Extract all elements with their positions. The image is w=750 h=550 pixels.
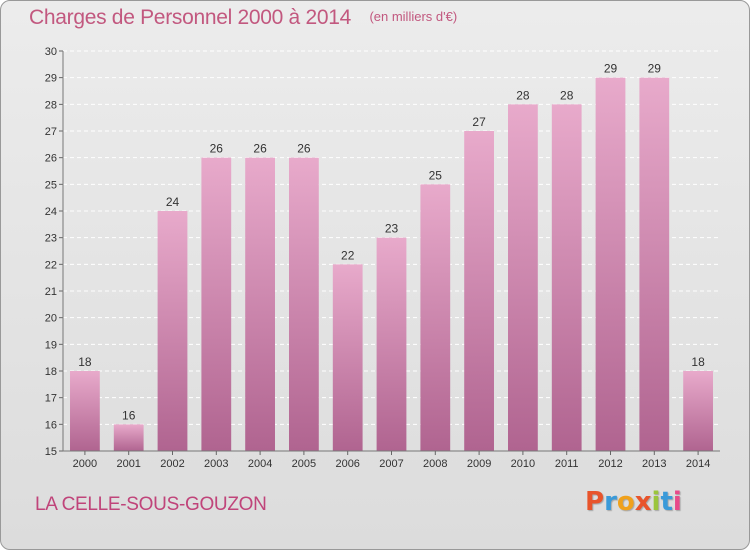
bar-2014 bbox=[683, 371, 713, 451]
x-tick-label-2000: 2000 bbox=[73, 458, 97, 470]
axes: 15 16 17 18 19 20 21 22 23 24 25 26 27 28 29 30 2000 2001… bbox=[45, 46, 720, 470]
x-tick-label-2007: 2007 bbox=[379, 458, 403, 470]
x-tick-label-2005: 2005 bbox=[292, 458, 316, 470]
data-label-2007: 23 bbox=[385, 222, 399, 236]
data-label-2002: 24 bbox=[166, 195, 180, 209]
x-tick-label-2002: 2002 bbox=[160, 458, 184, 470]
x-tick-label-2014: 2014 bbox=[686, 458, 710, 470]
logo-letter: x bbox=[634, 487, 652, 517]
x-tick-label-2008: 2008 bbox=[423, 458, 447, 470]
y-tick-label: 22 bbox=[45, 259, 57, 271]
x-tick-label-2006: 2006 bbox=[335, 458, 359, 470]
y-tick-label: 30 bbox=[45, 46, 57, 58]
x-tick-label-2004: 2004 bbox=[248, 458, 272, 470]
y-tick-label: 27 bbox=[45, 126, 57, 138]
x-tick-label-2011: 2011 bbox=[555, 458, 579, 470]
bars: 18 16 24 26 26 26 22 23 25 27 28 28 29 29 18 bbox=[70, 62, 713, 452]
y-tick-label: 21 bbox=[45, 286, 57, 298]
bar-2002 bbox=[157, 211, 188, 451]
commune-name: LA CELLE-SOUS-GOUZON bbox=[35, 494, 267, 515]
y-tick-label: 23 bbox=[45, 233, 57, 245]
data-label-2008: 25 bbox=[429, 168, 443, 182]
y-tick-label: 18 bbox=[45, 366, 57, 378]
bar-2003 bbox=[201, 157, 232, 451]
y-tick-label: 17 bbox=[45, 393, 57, 405]
data-label-2011: 28 bbox=[560, 88, 574, 102]
data-label-2010: 28 bbox=[516, 88, 530, 102]
bar-2013 bbox=[639, 77, 670, 452]
y-tick-label: 20 bbox=[45, 313, 57, 325]
bar-2008 bbox=[420, 184, 451, 452]
logo-letter: o bbox=[616, 487, 635, 517]
y-tick-label: 15 bbox=[45, 446, 57, 458]
x-tick-label-2010: 2010 bbox=[511, 458, 535, 470]
y-tick-label: 26 bbox=[45, 153, 57, 165]
chart-title: Charges de Personnel 2000 à 2014 bbox=[29, 6, 351, 29]
y-tick-label: 16 bbox=[45, 419, 57, 431]
data-label-2003: 26 bbox=[210, 142, 224, 156]
y-tick-label: 25 bbox=[45, 179, 57, 191]
bar-2004 bbox=[245, 157, 275, 451]
x-tick-label-2013: 2013 bbox=[642, 458, 666, 470]
bar-2012 bbox=[595, 77, 626, 452]
y-tick-label: 28 bbox=[45, 99, 57, 111]
bar-2000 bbox=[70, 371, 100, 451]
x-tick-label-2003: 2003 bbox=[204, 458, 228, 470]
chart-subtitle: (en milliers d'€) bbox=[369, 9, 458, 24]
y-tick-label: 19 bbox=[45, 339, 57, 351]
data-label-2001: 16 bbox=[122, 408, 136, 422]
bar-2006 bbox=[332, 264, 363, 451]
data-label-2009: 27 bbox=[472, 115, 486, 129]
y-tick-label: 29 bbox=[45, 73, 57, 85]
x-tick-label-2012: 2012 bbox=[598, 458, 622, 470]
data-label-2005: 26 bbox=[297, 142, 311, 156]
bar-2005 bbox=[289, 157, 319, 451]
x-tick-label-2001: 2001 bbox=[116, 458, 140, 470]
data-label-2004: 26 bbox=[253, 142, 267, 156]
logo-letter: r bbox=[604, 487, 617, 517]
logo-letter: P bbox=[585, 487, 605, 517]
y-tick-label: 24 bbox=[45, 206, 57, 218]
logo-letter: i bbox=[672, 487, 682, 517]
bar-2011 bbox=[551, 104, 582, 451]
data-label-2012: 29 bbox=[604, 62, 618, 76]
logo-letter: t bbox=[660, 487, 673, 517]
data-label-2013: 29 bbox=[648, 62, 662, 76]
bar-2010 bbox=[508, 104, 538, 451]
bar-2007 bbox=[376, 237, 407, 451]
data-label-2000: 18 bbox=[78, 355, 92, 369]
data-label-2014: 18 bbox=[691, 355, 705, 369]
logo-letter: i bbox=[651, 487, 661, 517]
title-row: Charges de Personnel 2000 à 2014 (en mil… bbox=[29, 6, 457, 30]
bar-2009 bbox=[464, 131, 494, 451]
x-tick-label-2009: 2009 bbox=[467, 458, 491, 470]
data-label-2006: 22 bbox=[341, 248, 355, 262]
bar-2001 bbox=[113, 424, 144, 451]
proxiti-logo[interactable]: Proxiti bbox=[585, 487, 682, 517]
